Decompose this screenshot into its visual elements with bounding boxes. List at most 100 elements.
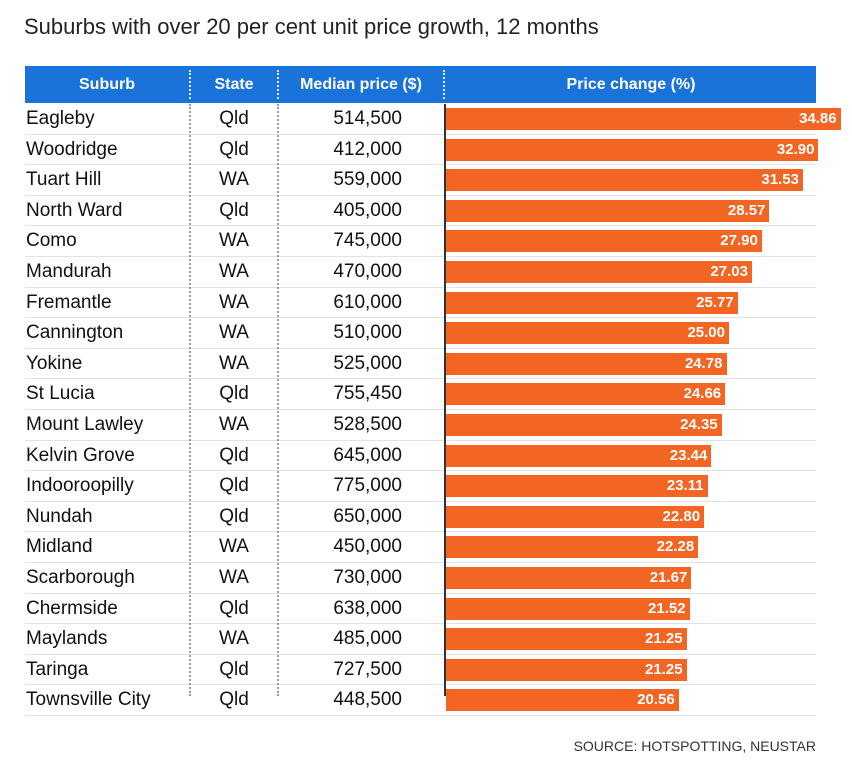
state-cell: WA bbox=[219, 230, 249, 252]
state-cell: Qld bbox=[219, 138, 249, 160]
suburb-cell: North Ward bbox=[26, 199, 123, 221]
suburb-cell: Taringa bbox=[26, 658, 89, 680]
suburb-cell: Midland bbox=[26, 536, 93, 558]
price-change-bar: 21.67 bbox=[446, 566, 692, 589]
table-row: Scarborough WA 730,000 21.67 bbox=[25, 563, 816, 594]
table-row: Townsville City Qld 448,500 20.56 bbox=[25, 685, 816, 716]
state-cell: Qld bbox=[219, 658, 249, 680]
table-row: Eagleby Qld 514,500 34.86 bbox=[25, 104, 841, 135]
state-cell: WA bbox=[219, 260, 249, 282]
median-price-cell: 470,000 bbox=[333, 260, 402, 282]
median-price-cell: 405,000 bbox=[333, 199, 402, 221]
table-header: Suburb State Median price ($) Price chan… bbox=[25, 66, 816, 103]
price-change-bar: 24.78 bbox=[446, 352, 727, 375]
table-body: Eagleby Qld 514,500 34.86 Woodridge Qld 412,00… bbox=[25, 104, 841, 716]
median-price-cell: 450,000 bbox=[333, 536, 402, 558]
table-row: Mount Lawley WA 528,500 24.35 bbox=[25, 410, 816, 441]
state-cell: Qld bbox=[219, 475, 249, 497]
price-change-bar: 32.90 bbox=[446, 138, 819, 161]
source-note: SOURCE: HOTSPOTTING, NEUSTAR bbox=[573, 738, 816, 754]
suburb-cell: Cannington bbox=[26, 322, 124, 344]
median-price-cell: 727,500 bbox=[333, 658, 402, 680]
median-price-cell: 412,000 bbox=[333, 138, 402, 160]
median-price-cell: 448,500 bbox=[333, 689, 402, 711]
state-cell: WA bbox=[219, 536, 249, 558]
median-price-cell: 638,000 bbox=[333, 597, 402, 619]
suburb-cell: Scarborough bbox=[26, 566, 135, 588]
table-row: Taringa Qld 727,500 21.25 bbox=[25, 655, 816, 686]
state-cell: WA bbox=[219, 322, 249, 344]
median-price-cell: 525,000 bbox=[333, 352, 402, 374]
price-change-bar: 22.28 bbox=[446, 536, 699, 559]
state-cell: Qld bbox=[219, 597, 249, 619]
column-separator bbox=[277, 104, 279, 696]
header-separator bbox=[189, 70, 191, 99]
median-price-cell: 485,000 bbox=[333, 628, 402, 650]
price-change-bar: 25.77 bbox=[446, 291, 738, 314]
suburb-cell: Yokine bbox=[26, 352, 83, 374]
table-row: Midland WA 450,000 22.28 bbox=[25, 532, 816, 563]
state-cell: WA bbox=[219, 628, 249, 650]
suburb-cell: St Lucia bbox=[26, 383, 95, 405]
price-change-bar: 27.90 bbox=[446, 230, 762, 253]
table-row: Como WA 745,000 27.90 bbox=[25, 226, 816, 257]
table-row: Indooroopilly Qld 775,000 23.11 bbox=[25, 471, 816, 502]
table-row: Tuart Hill WA 559,000 31.53 bbox=[25, 165, 816, 196]
header-separator bbox=[443, 70, 445, 99]
price-change-bar: 23.11 bbox=[446, 475, 708, 498]
median-price-cell: 528,500 bbox=[333, 413, 402, 435]
price-change-bar: 21.25 bbox=[446, 658, 687, 681]
table-row: Nundah Qld 650,000 22.80 bbox=[25, 502, 816, 533]
suburb-cell: Tuart Hill bbox=[26, 169, 102, 191]
price-change-bar: 31.53 bbox=[446, 169, 803, 192]
median-price-cell: 755,450 bbox=[333, 383, 402, 405]
column-separator bbox=[189, 104, 191, 696]
state-cell: Qld bbox=[219, 108, 249, 129]
median-price-cell: 730,000 bbox=[333, 566, 402, 588]
state-cell: WA bbox=[219, 352, 249, 374]
state-cell: Qld bbox=[219, 689, 249, 711]
suburb-cell: Eagleby bbox=[26, 108, 95, 129]
header-median-price: Median price ($) bbox=[300, 76, 422, 93]
header-suburb: Suburb bbox=[79, 76, 135, 93]
bar-axis bbox=[444, 104, 446, 696]
median-price-cell: 775,000 bbox=[333, 475, 402, 497]
state-cell: Qld bbox=[219, 199, 249, 221]
median-price-cell: 510,000 bbox=[333, 322, 402, 344]
table-row: St Lucia Qld 755,450 24.66 bbox=[25, 379, 816, 410]
suburb-cell: Woodridge bbox=[26, 138, 118, 160]
table-row: Woodridge Qld 412,000 32.90 bbox=[25, 135, 819, 166]
suburb-cell: Maylands bbox=[26, 628, 108, 650]
suburb-cell: Nundah bbox=[26, 505, 93, 527]
suburb-cell: Kelvin Grove bbox=[26, 444, 135, 466]
state-cell: WA bbox=[219, 413, 249, 435]
table-row: Fremantle WA 610,000 25.77 bbox=[25, 288, 816, 319]
price-change-bar: 21.52 bbox=[446, 597, 690, 620]
suburb-cell: Fremantle bbox=[26, 291, 112, 313]
table-row: Kelvin Grove Qld 645,000 23.44 bbox=[25, 441, 816, 472]
suburb-cell: Indooroopilly bbox=[26, 475, 134, 497]
price-change-bar: 24.35 bbox=[446, 413, 722, 436]
header-separator bbox=[277, 70, 279, 99]
suburb-cell: Mandurah bbox=[26, 260, 112, 282]
table-row: Chermside Qld 638,000 21.52 bbox=[25, 594, 816, 625]
table-row: Maylands WA 485,000 21.25 bbox=[25, 624, 816, 655]
header-state: State bbox=[214, 76, 254, 93]
state-cell: WA bbox=[219, 566, 249, 588]
suburb-cell: Chermside bbox=[26, 597, 118, 619]
table-row: Yokine WA 525,000 24.78 bbox=[25, 349, 816, 380]
price-change-bar: 28.57 bbox=[446, 199, 770, 222]
suburb-cell: Mount Lawley bbox=[26, 413, 144, 435]
median-price-cell: 650,000 bbox=[333, 505, 402, 527]
median-price-cell: 645,000 bbox=[333, 444, 402, 466]
state-cell: WA bbox=[219, 169, 249, 191]
median-price-cell: 514,500 bbox=[333, 108, 402, 129]
suburb-cell: Townsville City bbox=[26, 689, 151, 711]
median-price-cell: 559,000 bbox=[333, 169, 402, 191]
table-row: Mandurah WA 470,000 27.03 bbox=[25, 257, 816, 288]
state-cell: Qld bbox=[219, 444, 249, 466]
price-change-bar: 25.00 bbox=[446, 322, 729, 345]
median-price-cell: 610,000 bbox=[333, 291, 402, 313]
price-change-bar: 22.80 bbox=[446, 505, 705, 528]
table-row: Cannington WA 510,000 25.00 bbox=[25, 318, 816, 349]
